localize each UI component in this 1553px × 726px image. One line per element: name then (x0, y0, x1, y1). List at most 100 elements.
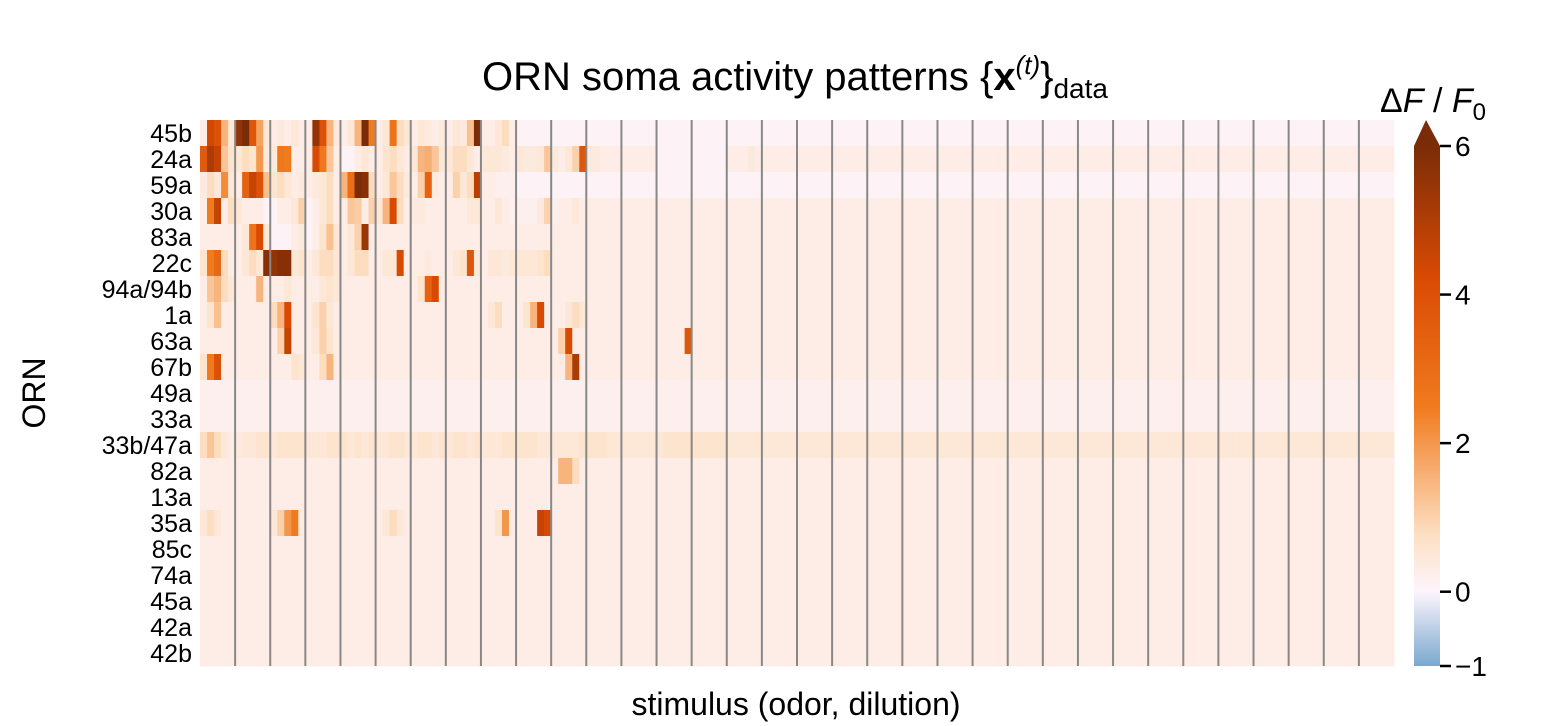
heatmap-cell (993, 250, 1002, 277)
heatmap-cell (424, 120, 433, 147)
heatmap-cell (1042, 354, 1051, 381)
heatmap-cell (403, 302, 412, 329)
heatmap-cell (698, 146, 707, 173)
heatmap-cell (1386, 250, 1395, 277)
heatmap-cell (740, 172, 749, 199)
heatmap-cell (1091, 458, 1100, 485)
heatmap-cell (431, 614, 440, 641)
heatmap-cell (445, 614, 454, 641)
heatmap-cell (1063, 614, 1072, 641)
heatmap-cell (1274, 328, 1283, 355)
heatmap-cell (1330, 302, 1339, 329)
heatmap-cell (382, 224, 391, 251)
heatmap-cell (1337, 432, 1346, 459)
heatmap-cell (902, 614, 910, 641)
heatmap-cell (480, 172, 489, 199)
heatmap-cell (235, 224, 243, 251)
heatmap-cell (494, 432, 503, 459)
heatmap-cell (354, 484, 362, 511)
heatmap-cell (431, 276, 440, 303)
heatmap-cell (1386, 588, 1395, 615)
heatmap-cell (1141, 354, 1149, 381)
heatmap-cell (1344, 120, 1353, 147)
row-label: 49a (150, 380, 192, 408)
heatmap-cell (1134, 406, 1142, 433)
heatmap-cell (537, 510, 545, 537)
heatmap-cell (558, 172, 566, 199)
heatmap-cell (782, 614, 791, 641)
heatmap-cell (888, 536, 896, 563)
heatmap-cell (712, 276, 721, 303)
heatmap-cell (298, 536, 306, 563)
heatmap-cell (761, 432, 770, 459)
heatmap-cell (431, 146, 440, 173)
heatmap-cell (312, 120, 320, 147)
heatmap-cell (1267, 406, 1275, 433)
heatmap-cell (410, 458, 419, 485)
heatmap-cell (242, 354, 250, 381)
heatmap-cell (1316, 458, 1325, 485)
heatmap-cell (839, 640, 847, 667)
heatmap-cell (1028, 224, 1037, 251)
heatmap-cell (305, 640, 313, 667)
heatmap-cell (1323, 276, 1332, 303)
heatmap-cell (445, 484, 454, 511)
heatmap-cell (804, 328, 812, 355)
heatmap-cell (1302, 562, 1311, 589)
heatmap-cell (249, 640, 257, 667)
heatmap-cell (1281, 614, 1290, 641)
heatmap-cell (846, 640, 854, 667)
heatmap-cell (1042, 432, 1051, 459)
heatmap-cell (846, 562, 854, 589)
heatmap-cell (424, 250, 433, 277)
heatmap-cell (396, 536, 405, 563)
heatmap-cell (333, 380, 341, 407)
heatmap-cell (298, 640, 306, 667)
heatmap-cell (712, 484, 721, 511)
heatmap-cell (291, 406, 299, 433)
heatmap-cell (551, 640, 559, 667)
heatmap-cell (410, 302, 419, 329)
heatmap-cell (754, 276, 763, 303)
heatmap-cell (691, 484, 700, 511)
heatmap-cell (1197, 146, 1205, 173)
heatmap-cell (509, 614, 517, 641)
heatmap-cell (1028, 328, 1037, 355)
heatmap-cell (1106, 640, 1114, 667)
heatmap-cell (663, 484, 671, 511)
heatmap-cell (825, 510, 833, 537)
heatmap-cell (1155, 406, 1163, 433)
heatmap-cell (895, 354, 903, 381)
heatmap-cell (1056, 354, 1065, 381)
heatmap-cell (656, 172, 664, 199)
heatmap-cell (1225, 276, 1233, 303)
heatmap-cell (649, 172, 657, 199)
heatmap-cell (698, 406, 707, 433)
heatmap-cell (614, 484, 622, 511)
heatmap-cell (579, 276, 587, 303)
heatmap-cell (368, 510, 376, 537)
heatmap-cell (768, 562, 777, 589)
heatmap-cell (551, 354, 559, 381)
row-label: 33a (150, 406, 192, 434)
heatmap-cell (530, 536, 538, 563)
heatmap-cell (1120, 172, 1128, 199)
row-label: 82a (150, 458, 192, 486)
heatmap-cell (1372, 510, 1381, 537)
heatmap-cell (768, 406, 777, 433)
heatmap-cell (986, 484, 995, 511)
heatmap-cell (867, 510, 875, 537)
heatmap-cell (1323, 588, 1332, 615)
heatmap-cell (621, 614, 629, 641)
heatmap-cell (284, 432, 292, 459)
heatmap-cell (424, 458, 433, 485)
heatmap-cell (1365, 224, 1374, 251)
heatmap-cell (832, 380, 840, 407)
heatmap-cell (431, 640, 440, 667)
heatmap-cell (909, 588, 917, 615)
heatmap-cell (867, 588, 875, 615)
heatmap-cell (1344, 510, 1353, 537)
heatmap-cell (1035, 562, 1044, 589)
heatmap-cell (551, 406, 559, 433)
heatmap-cell (775, 120, 784, 147)
